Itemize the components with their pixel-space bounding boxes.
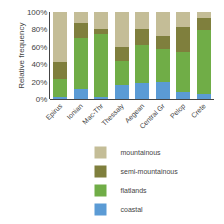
svg-text:Thessaly: Thessaly — [100, 102, 126, 128]
svg-text:20%: 20% — [31, 78, 47, 87]
svg-text:semi-mountainous: semi-mountainous — [121, 168, 179, 175]
svg-text:Aegean: Aegean — [123, 102, 146, 125]
svg-text:Ionian: Ionian — [65, 102, 84, 121]
svg-text:Crete: Crete — [190, 102, 207, 119]
svg-text:40%: 40% — [31, 60, 47, 69]
svg-text:Central Gr: Central Gr — [138, 102, 166, 130]
svg-text:Mac-Thr: Mac-Thr — [81, 102, 105, 126]
svg-text:60%: 60% — [31, 43, 47, 52]
svg-text:Relative frequency: Relative frequency — [17, 23, 26, 89]
svg-text:coastal: coastal — [121, 206, 144, 213]
svg-text:mountainous: mountainous — [121, 149, 162, 156]
svg-text:flatlands: flatlands — [121, 187, 148, 194]
svg-text:80%: 80% — [31, 25, 47, 34]
svg-text:100%: 100% — [27, 8, 47, 17]
svg-text:Pelop: Pelop — [169, 102, 187, 120]
svg-text:0%: 0% — [36, 95, 48, 104]
svg-text:Epirus: Epirus — [44, 102, 64, 122]
